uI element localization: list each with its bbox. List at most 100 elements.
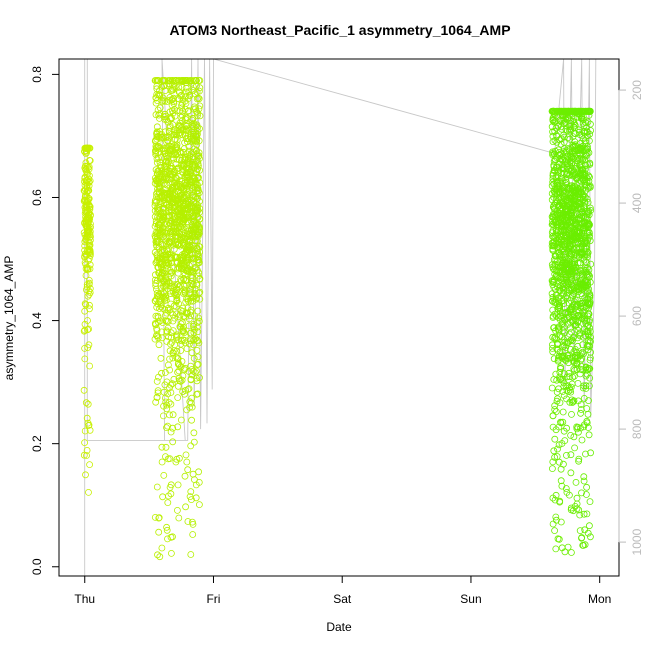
data-point: [164, 499, 172, 507]
data-point: [177, 92, 185, 100]
data-point: [552, 124, 560, 132]
data-point: [562, 280, 570, 288]
data-point: [569, 143, 576, 151]
data-point: [155, 269, 163, 276]
data-point: [582, 372, 590, 380]
data-point: [578, 290, 586, 298]
data-point: [153, 123, 161, 131]
data-point: [558, 267, 566, 275]
data-point: [166, 455, 174, 463]
data-point: [173, 165, 181, 173]
data-point: [158, 223, 166, 231]
data-point: [156, 553, 164, 561]
data-point: [573, 359, 580, 367]
data-point: [156, 317, 164, 325]
data-point: [564, 352, 572, 360]
data-point: [170, 155, 178, 163]
data-point: [81, 144, 89, 152]
data-point: [549, 132, 557, 140]
data-point: [193, 231, 201, 239]
data-point: [564, 259, 571, 267]
data-point: [562, 176, 569, 184]
data-point: [158, 153, 166, 161]
data-point: [585, 431, 593, 439]
data-point: [155, 341, 163, 349]
x-axis-label: Date: [326, 620, 352, 634]
data-point: [578, 534, 586, 541]
data-point: [580, 510, 588, 518]
data-point: [171, 281, 179, 289]
data-point: [551, 333, 559, 341]
data-point: [549, 138, 557, 146]
data-point: [577, 250, 585, 258]
data-point: [551, 118, 559, 126]
plot-frame: [58, 58, 620, 577]
data-point: [583, 317, 590, 325]
data-point: [555, 238, 562, 246]
data-point: [85, 488, 92, 496]
data-point: [182, 298, 190, 306]
data-point: [549, 279, 557, 287]
data-point: [186, 308, 194, 316]
data-point: [573, 360, 581, 368]
data-point: [560, 229, 568, 236]
data-point: [182, 210, 190, 218]
data-point: [176, 88, 184, 96]
data-point: [579, 312, 587, 320]
data-point: [184, 107, 192, 115]
data-point: [550, 447, 558, 455]
y-right-tick-label: 200: [630, 80, 644, 100]
data-point: [190, 336, 198, 344]
data-point: [158, 134, 165, 142]
data-point: [553, 516, 560, 524]
data-point: [585, 397, 592, 405]
data-point: [578, 273, 586, 281]
data-point: [168, 130, 176, 138]
data-point: [158, 192, 166, 200]
data-point: [85, 187, 93, 194]
data-point: [549, 465, 556, 473]
data-point: [189, 87, 197, 94]
data-point: [152, 398, 160, 406]
data-point: [583, 419, 591, 427]
data-point: [191, 249, 199, 257]
data-point: [157, 163, 165, 171]
data-point: [165, 260, 173, 268]
data-point: [86, 426, 94, 434]
data-point: [583, 215, 591, 223]
data-point: [582, 450, 589, 458]
data-point: [165, 193, 173, 201]
data-point: [160, 388, 168, 396]
data-point: [151, 77, 159, 84]
data-point: [179, 336, 187, 344]
data-point: [187, 442, 195, 450]
data-point: [549, 128, 556, 136]
data-point: [579, 166, 587, 174]
data-point: [561, 225, 568, 233]
data-point: [167, 428, 175, 436]
data-point: [550, 355, 558, 363]
data-point: [86, 144, 93, 152]
data-point: [555, 458, 563, 466]
data-point: [587, 533, 594, 541]
data-point: [178, 209, 186, 217]
data-point: [190, 429, 198, 437]
data-point: [185, 246, 193, 254]
data-point: [186, 403, 194, 411]
data-point: [194, 360, 202, 368]
data-point: [566, 201, 574, 209]
data-point: [556, 184, 564, 192]
data-point: [86, 301, 93, 309]
data-point: [82, 471, 89, 479]
data-point: [585, 310, 593, 318]
data-point: [556, 244, 564, 252]
data-point: [566, 237, 574, 245]
y-tick-label: 0.4: [30, 312, 44, 329]
data-point: [191, 312, 198, 320]
data-point: [184, 466, 192, 474]
data-point: [572, 478, 580, 486]
data-point: [583, 128, 591, 136]
data-point: [564, 160, 571, 168]
data-point: [164, 77, 172, 84]
data-point: [569, 150, 577, 158]
